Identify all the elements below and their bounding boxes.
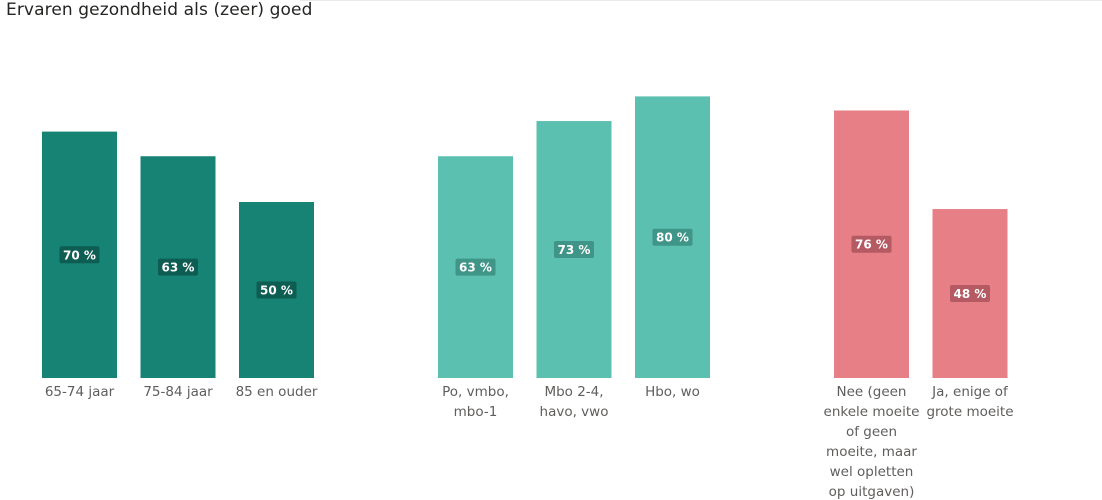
x-tick-label: Mbo 2-4, havo, vwo	[540, 384, 609, 420]
x-tick-label-line: havo, vwo	[540, 404, 609, 420]
data-label-bg	[59, 246, 100, 264]
x-tick-label-line: of geen	[846, 424, 897, 440]
chart-title: Ervaren gezondheid als (zeer) goed	[6, 0, 313, 20]
x-tick-label-line: wel opletten	[830, 464, 914, 480]
data-label-bg	[652, 228, 693, 246]
x-tick-label: 85 en ouder	[236, 384, 318, 400]
data-label: 80 %	[656, 231, 689, 245]
x-tick-label: 75-84 jaar	[143, 384, 213, 400]
data-label-bg	[158, 258, 198, 276]
x-tick-label: Ja, enige of grote moeite	[926, 384, 1013, 420]
header-divider	[300, 0, 1102, 1]
x-tick-label-line: Po, vmbo,	[442, 384, 509, 400]
x-tick-label-line: op uitgaven)	[829, 484, 915, 500]
x-tick-label-line: 85 en ouder	[236, 384, 318, 400]
x-tick-label-line: 65-74 jaar	[45, 384, 115, 400]
x-tick-label-line: mbo-1	[454, 404, 498, 420]
x-tick-label-line: enkele moeite	[824, 404, 920, 420]
data-label: 63 %	[459, 261, 492, 275]
data-label: 73 %	[558, 243, 591, 257]
data-label: 50 %	[260, 284, 293, 298]
x-tick-label-line: grote moeite	[926, 404, 1013, 420]
data-label-bg	[455, 258, 496, 276]
x-tick-label-line: moeite, maar	[826, 444, 917, 460]
data-label-bg	[851, 235, 892, 253]
bar-group-age: 70 % 65-74 jaar 63 % 75-84 jaar 50 % 85 en ou…	[42, 131, 318, 400]
x-tick-label-line: Hbo, wo	[645, 384, 700, 400]
data-label-bg	[256, 281, 297, 299]
x-tick-label: Nee (geen enkele moeite of geen moeite, maa…	[824, 384, 920, 500]
x-tick-label-line: Mbo 2-4,	[544, 384, 603, 400]
x-tick-label-line: Nee (geen	[836, 384, 906, 400]
x-tick-label-line: 75-84 jaar	[143, 384, 213, 400]
x-tick-label: Hbo, wo	[645, 384, 700, 400]
x-tick-label-line: Ja, enige of	[931, 384, 1009, 400]
data-label-bg	[950, 285, 990, 303]
data-label: 63 %	[162, 261, 195, 275]
x-tick-label: 65-74 jaar	[45, 384, 115, 400]
bar-group-education: 63 % Po, vmbo, mbo-1 73 % Mbo 2-4, havo, vwo 8…	[438, 96, 710, 420]
data-label-bg	[554, 241, 594, 259]
bar-group-finance: 76 % Nee (geen enkele moeite of geen moeite,…	[824, 110, 1014, 500]
data-label: 76 %	[855, 238, 888, 252]
x-tick-label: Po, vmbo, mbo-1	[442, 384, 509, 420]
data-label: 48 %	[954, 287, 987, 301]
data-label: 70 %	[63, 248, 96, 262]
